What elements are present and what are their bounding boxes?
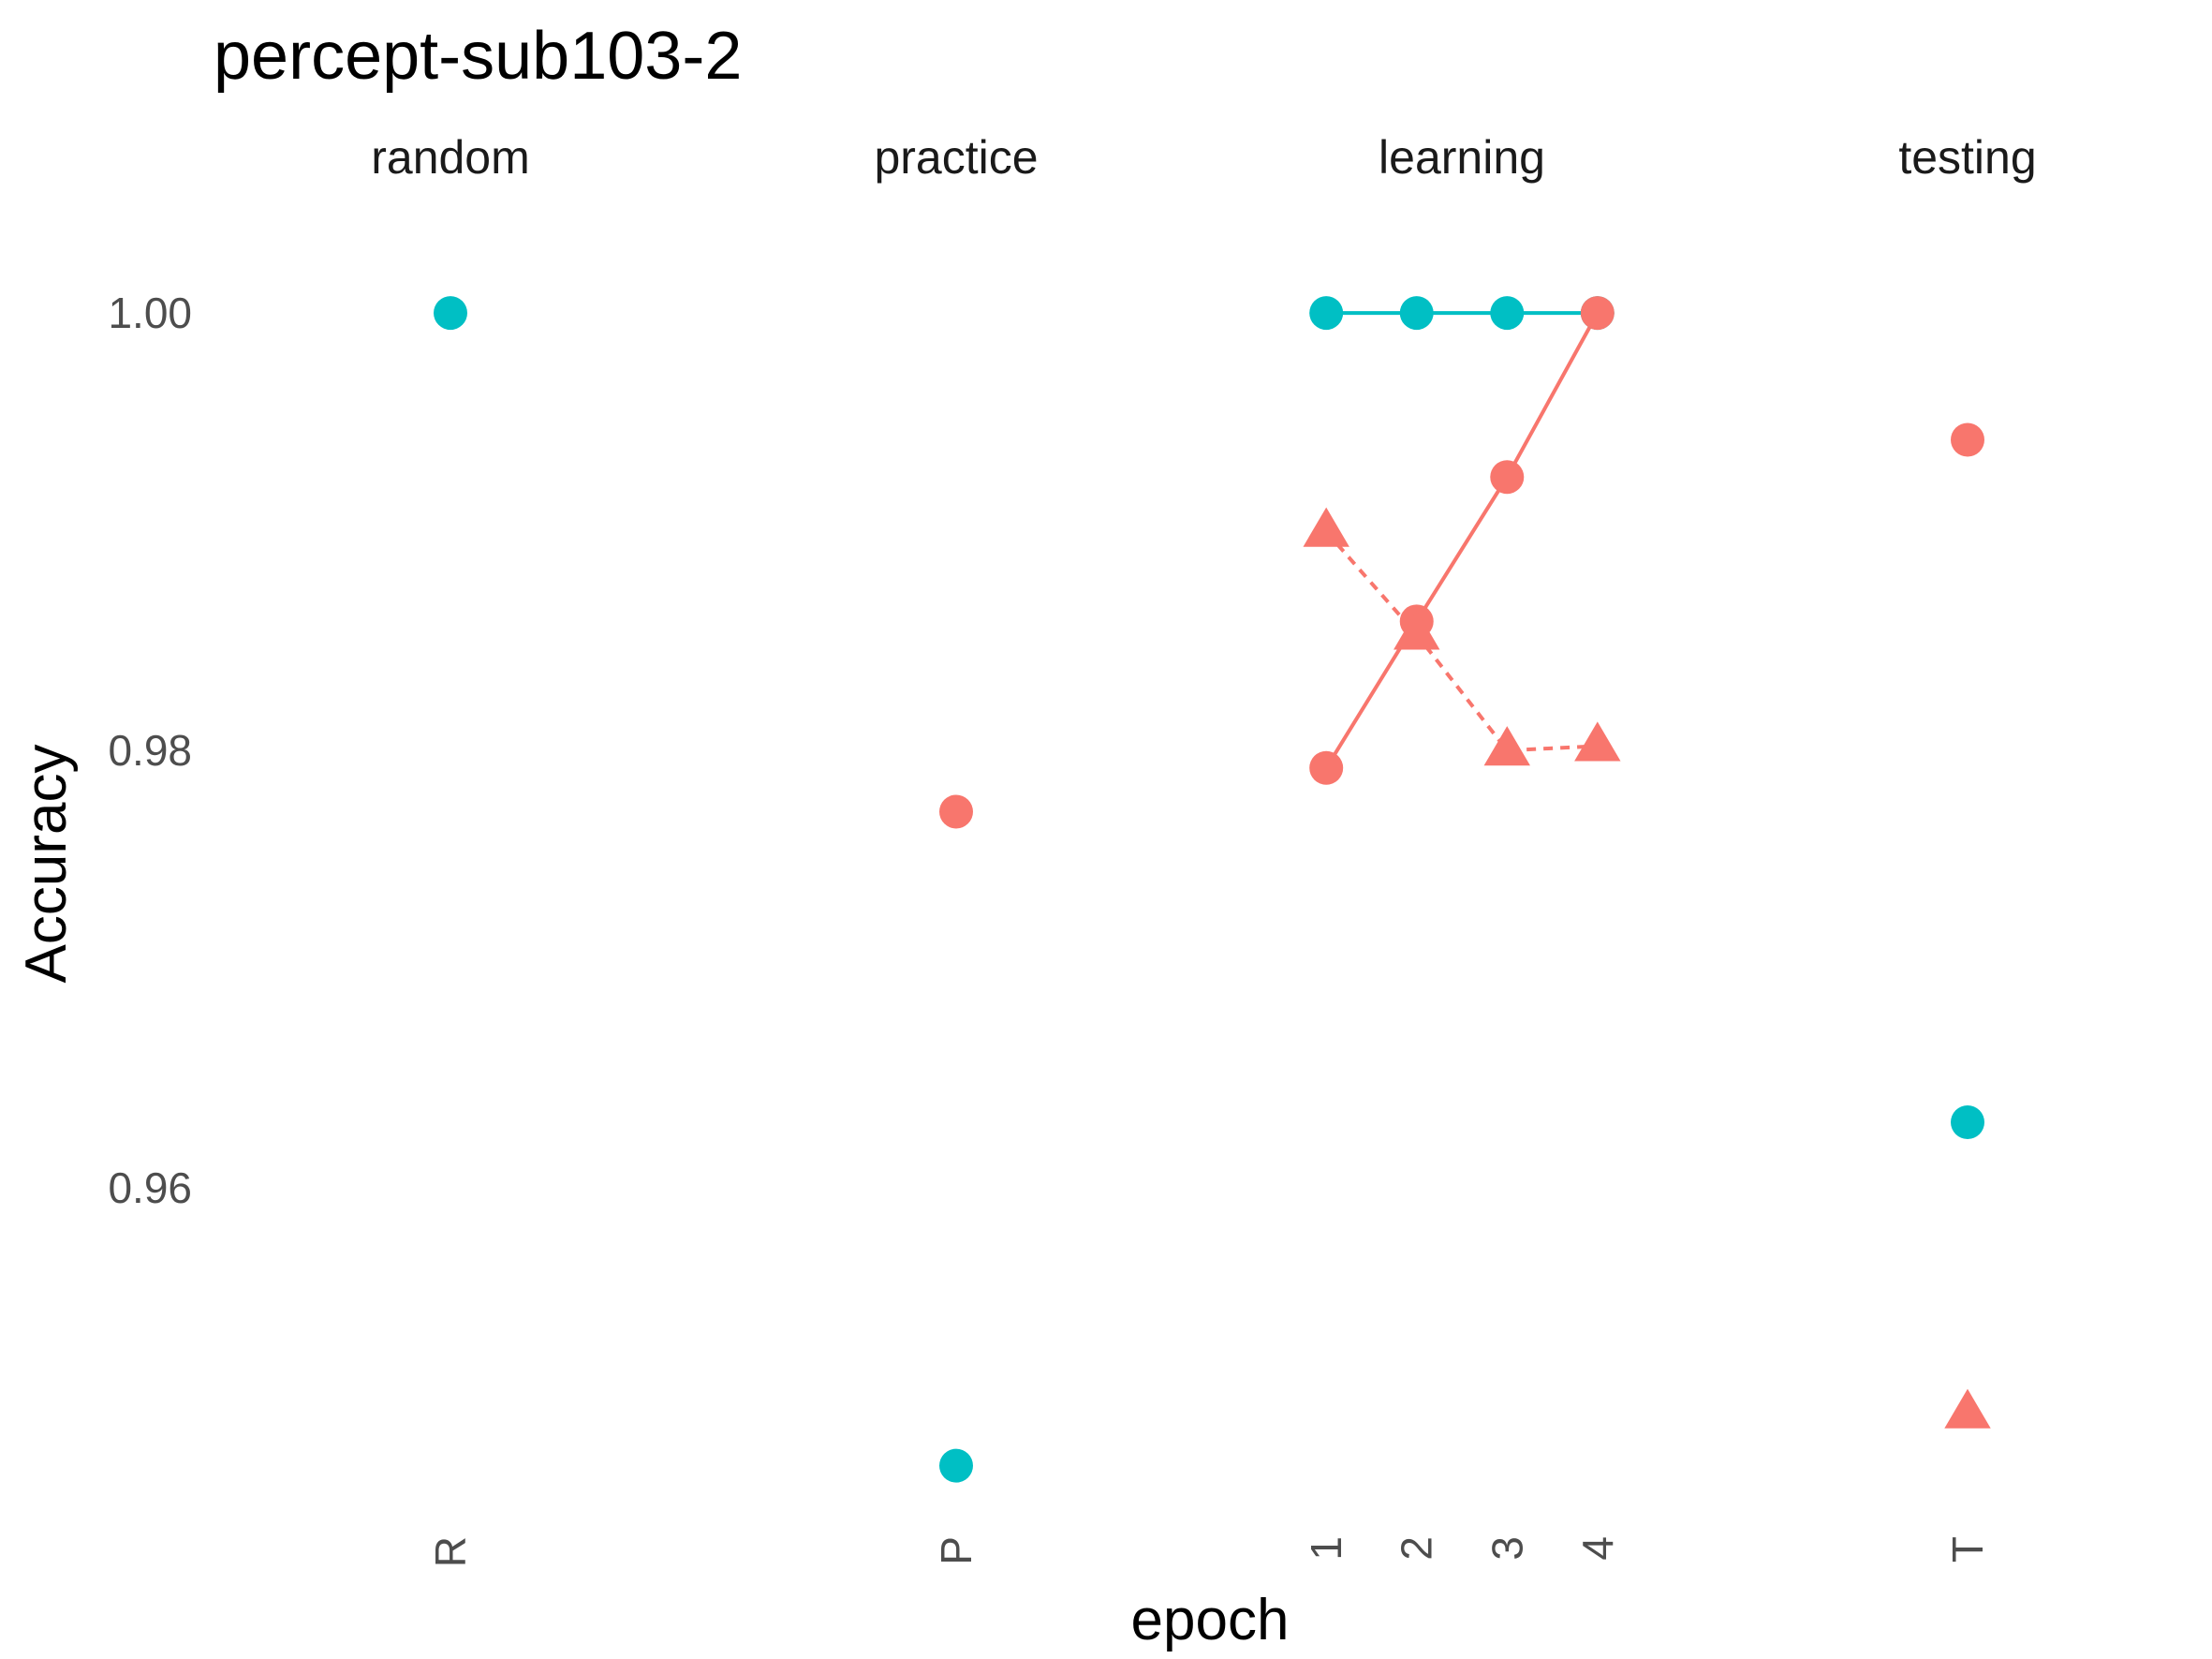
- data-point-circle: [1951, 1105, 1984, 1140]
- data-point-triangle: [1394, 610, 1440, 650]
- data-point-triangle: [1483, 726, 1530, 766]
- x-tick-label: T: [1943, 1536, 1992, 1563]
- series-line-2: [1324, 530, 1598, 753]
- data-point-triangle: [1574, 721, 1621, 762]
- y-axis-title: Accuracy: [14, 745, 79, 984]
- chart-title: percept-sub103-2: [214, 19, 742, 94]
- facet-label-testing: testing: [1898, 131, 2036, 184]
- data-point-circle: [1490, 460, 1525, 495]
- data-point-circle: [1309, 296, 1344, 331]
- data-point-triangle: [1303, 507, 1349, 547]
- data-point-circle: [1951, 422, 1984, 457]
- series-line-1: [1324, 312, 1600, 769]
- data-point-circle: [1399, 296, 1434, 331]
- data-point-triangle: [1944, 1388, 1991, 1429]
- x-tick-label: 2: [1393, 1536, 1441, 1561]
- x-tick-label: 3: [1482, 1536, 1531, 1561]
- series-points: [434, 296, 1991, 1483]
- data-point-circle: [1309, 750, 1344, 785]
- facet-label-random: random: [371, 131, 530, 184]
- data-point-circle: [939, 794, 973, 829]
- series-lines: [1324, 311, 1600, 769]
- x-tick-label: P: [932, 1536, 981, 1565]
- x-tick-label: 1: [1302, 1536, 1350, 1561]
- facet-label-practice: practice: [874, 131, 1038, 184]
- data-point-circle: [939, 1448, 973, 1483]
- facet-strips: random practice learning testing: [371, 131, 2036, 184]
- y-tick-label: 1.00: [108, 289, 192, 337]
- y-tick-label: 0.98: [108, 726, 192, 775]
- x-axis-ticks: R P 1 2 3 4 T: [426, 1536, 1992, 1567]
- y-axis-ticks: 1.00 0.98 0.96: [108, 289, 192, 1212]
- data-point-circle: [1580, 296, 1615, 331]
- data-point-circle: [434, 296, 467, 331]
- facet-label-learning: learning: [1379, 131, 1545, 184]
- x-tick-label: 4: [1573, 1536, 1622, 1561]
- data-point-circle: [1490, 296, 1525, 331]
- x-axis-title: epoch: [1131, 1588, 1290, 1652]
- x-tick-label: R: [426, 1536, 475, 1567]
- y-tick-label: 0.96: [108, 1163, 192, 1212]
